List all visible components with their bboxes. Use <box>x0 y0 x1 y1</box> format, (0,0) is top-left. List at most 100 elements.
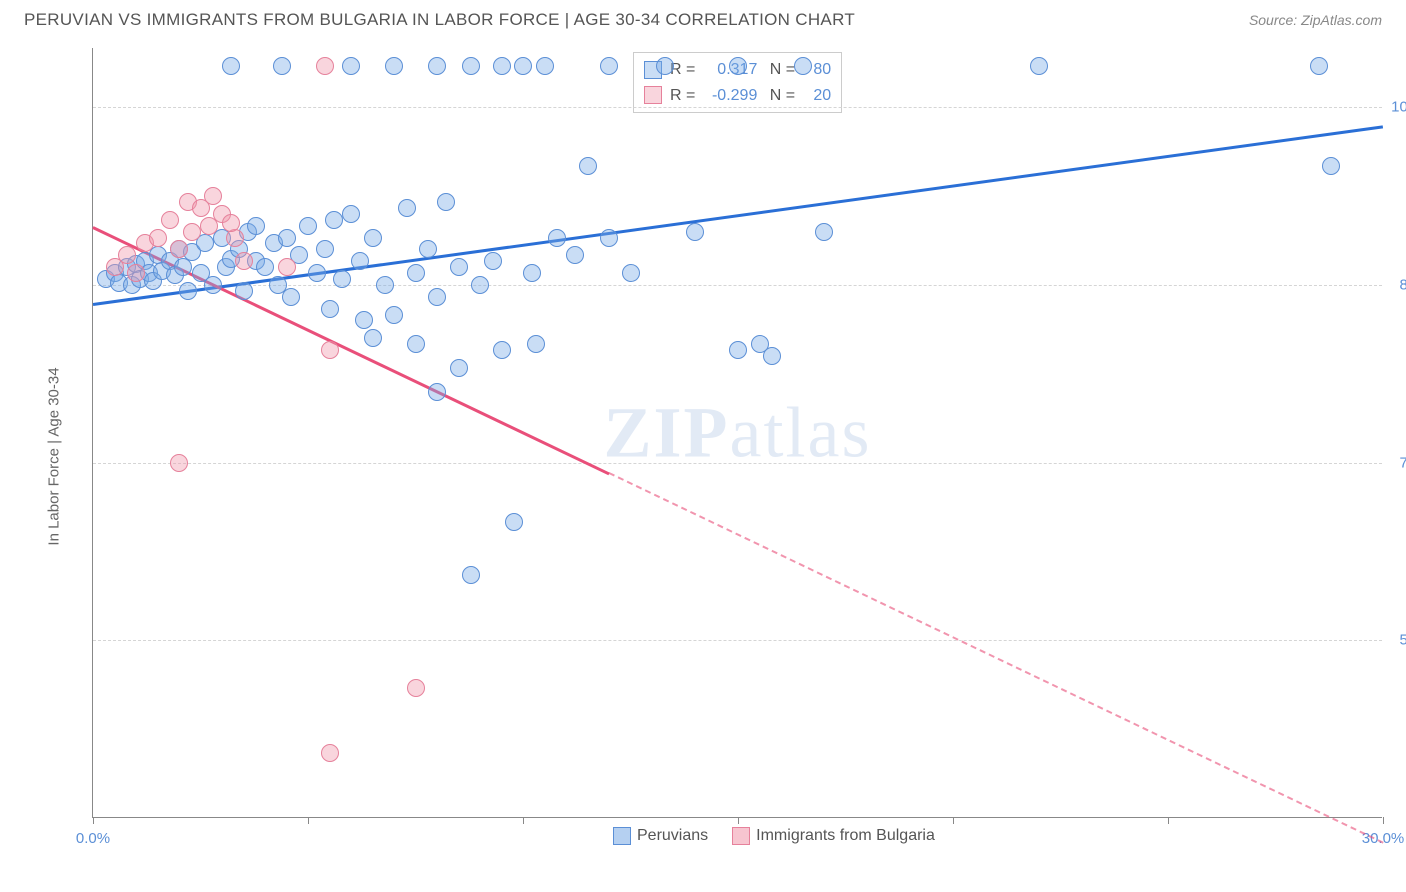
x-tick <box>308 817 309 824</box>
stats-r-value-b: -0.299 <box>703 83 757 109</box>
y-axis-label: In Labor Force | Age 30-34 <box>46 367 63 545</box>
data-point <box>321 300 339 318</box>
data-point <box>385 57 403 75</box>
data-point <box>235 252 253 270</box>
legend-item-b: Immigrants from Bulgaria <box>732 827 935 845</box>
data-point <box>247 217 265 235</box>
gridline <box>93 640 1382 641</box>
legend-label-b: Immigrants from Bulgaria <box>756 827 935 845</box>
legend-swatch-a <box>613 827 631 845</box>
data-point <box>437 193 455 211</box>
x-tick <box>1383 817 1384 824</box>
data-point <box>407 264 425 282</box>
y-tick-label: 85.0% <box>1386 276 1406 293</box>
data-point <box>428 288 446 306</box>
legend-label-a: Peruvians <box>637 827 708 845</box>
data-point <box>462 566 480 584</box>
trend-line <box>93 125 1383 305</box>
data-point <box>278 229 296 247</box>
data-point <box>548 229 566 247</box>
data-point <box>566 246 584 264</box>
watermark: ZIPatlas <box>604 391 872 474</box>
data-point <box>333 270 351 288</box>
data-point <box>321 744 339 762</box>
data-point <box>419 240 437 258</box>
data-point <box>1310 57 1328 75</box>
data-point <box>622 264 640 282</box>
y-tick-label: 70.0% <box>1386 454 1406 471</box>
chart-header: PERUVIAN VS IMMIGRANTS FROM BULGARIA IN … <box>0 0 1406 38</box>
data-point <box>179 282 197 300</box>
data-point <box>351 252 369 270</box>
data-point <box>183 223 201 241</box>
stats-r-label-b: R = <box>670 83 695 109</box>
data-point <box>729 341 747 359</box>
data-point <box>174 258 192 276</box>
data-point <box>342 205 360 223</box>
data-point <box>407 679 425 697</box>
x-tick <box>1168 817 1169 824</box>
stats-n-value-b: 20 <box>803 83 831 109</box>
data-point <box>450 258 468 276</box>
data-point <box>656 57 674 75</box>
chart-title: PERUVIAN VS IMMIGRANTS FROM BULGARIA IN … <box>24 10 855 30</box>
data-point <box>493 57 511 75</box>
data-point <box>316 57 334 75</box>
x-tick-label: 0.0% <box>76 830 110 847</box>
data-point <box>1030 57 1048 75</box>
data-point <box>471 276 489 294</box>
legend-item-a: Peruvians <box>613 827 708 845</box>
data-point <box>484 252 502 270</box>
data-point <box>282 288 300 306</box>
data-point <box>428 383 446 401</box>
data-point <box>161 211 179 229</box>
data-point <box>321 341 339 359</box>
data-point <box>428 57 446 75</box>
data-point <box>527 335 545 353</box>
data-point <box>299 217 317 235</box>
data-point <box>407 335 425 353</box>
data-point <box>170 454 188 472</box>
stats-n-label-b: N = <box>765 83 795 109</box>
data-point <box>794 57 812 75</box>
data-point <box>316 240 334 258</box>
data-point <box>170 240 188 258</box>
stats-r-label-a: R = <box>670 57 695 83</box>
data-point <box>204 276 222 294</box>
legend: Peruvians Immigrants from Bulgaria <box>613 827 935 845</box>
stats-row-b: R = -0.299 N = 20 <box>644 83 831 109</box>
data-point <box>385 306 403 324</box>
legend-swatch-b <box>732 827 750 845</box>
stats-n-label-a: N = <box>765 57 795 83</box>
data-point <box>256 258 274 276</box>
data-point <box>376 276 394 294</box>
data-point <box>450 359 468 377</box>
data-point <box>355 311 373 329</box>
stats-swatch-b <box>644 86 662 104</box>
data-point <box>149 229 167 247</box>
x-tick-label: 30.0% <box>1362 830 1405 847</box>
data-point <box>204 187 222 205</box>
plot-area: ZIPatlas R = 0.317 N = 80 R = -0.299 N =… <box>92 48 1382 818</box>
data-point <box>118 246 136 264</box>
data-point <box>493 341 511 359</box>
data-point <box>462 57 480 75</box>
data-point <box>127 264 145 282</box>
data-point <box>273 57 291 75</box>
data-point <box>325 211 343 229</box>
data-point <box>235 282 253 300</box>
data-point <box>222 214 240 232</box>
data-point <box>763 347 781 365</box>
data-point <box>505 513 523 531</box>
data-point <box>579 157 597 175</box>
data-point <box>600 57 618 75</box>
data-point <box>364 329 382 347</box>
data-point <box>308 264 326 282</box>
watermark-bold: ZIP <box>604 392 730 472</box>
y-tick-label: 100.0% <box>1386 99 1406 116</box>
data-point <box>815 223 833 241</box>
data-point <box>278 258 296 276</box>
trend-line <box>609 472 1384 843</box>
data-point <box>1322 157 1340 175</box>
chart-container: In Labor Force | Age 30-34 ZIPatlas R = … <box>42 48 1388 848</box>
